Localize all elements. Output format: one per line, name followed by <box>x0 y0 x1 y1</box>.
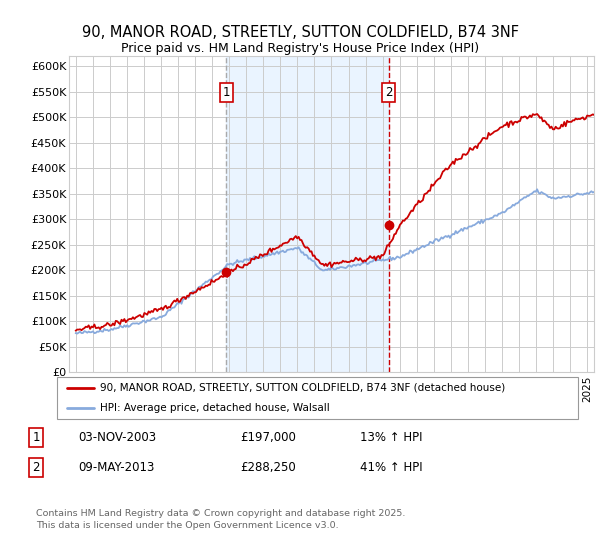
Text: 2: 2 <box>385 86 392 99</box>
FancyBboxPatch shape <box>56 377 578 419</box>
Text: 03-NOV-2003: 03-NOV-2003 <box>78 431 156 445</box>
Text: 90, MANOR ROAD, STREETLY, SUTTON COLDFIELD, B74 3NF (detached house): 90, MANOR ROAD, STREETLY, SUTTON COLDFIE… <box>100 382 506 393</box>
Text: £288,250: £288,250 <box>240 461 296 474</box>
Text: 13% ↑ HPI: 13% ↑ HPI <box>360 431 422 445</box>
Text: Contains HM Land Registry data © Crown copyright and database right 2025.
This d: Contains HM Land Registry data © Crown c… <box>36 509 406 530</box>
Bar <box>226 56 389 372</box>
Text: 1: 1 <box>32 431 40 445</box>
Text: HPI: Average price, detached house, Walsall: HPI: Average price, detached house, Wals… <box>100 403 330 413</box>
Text: 09-MAY-2013: 09-MAY-2013 <box>78 461 154 474</box>
Text: 41% ↑ HPI: 41% ↑ HPI <box>360 461 422 474</box>
Text: Price paid vs. HM Land Registry's House Price Index (HPI): Price paid vs. HM Land Registry's House … <box>121 42 479 55</box>
Text: £197,000: £197,000 <box>240 431 296 445</box>
Text: 90, MANOR ROAD, STREETLY, SUTTON COLDFIELD, B74 3NF: 90, MANOR ROAD, STREETLY, SUTTON COLDFIE… <box>82 25 518 40</box>
Text: 1: 1 <box>223 86 230 99</box>
Text: 2: 2 <box>32 461 40 474</box>
